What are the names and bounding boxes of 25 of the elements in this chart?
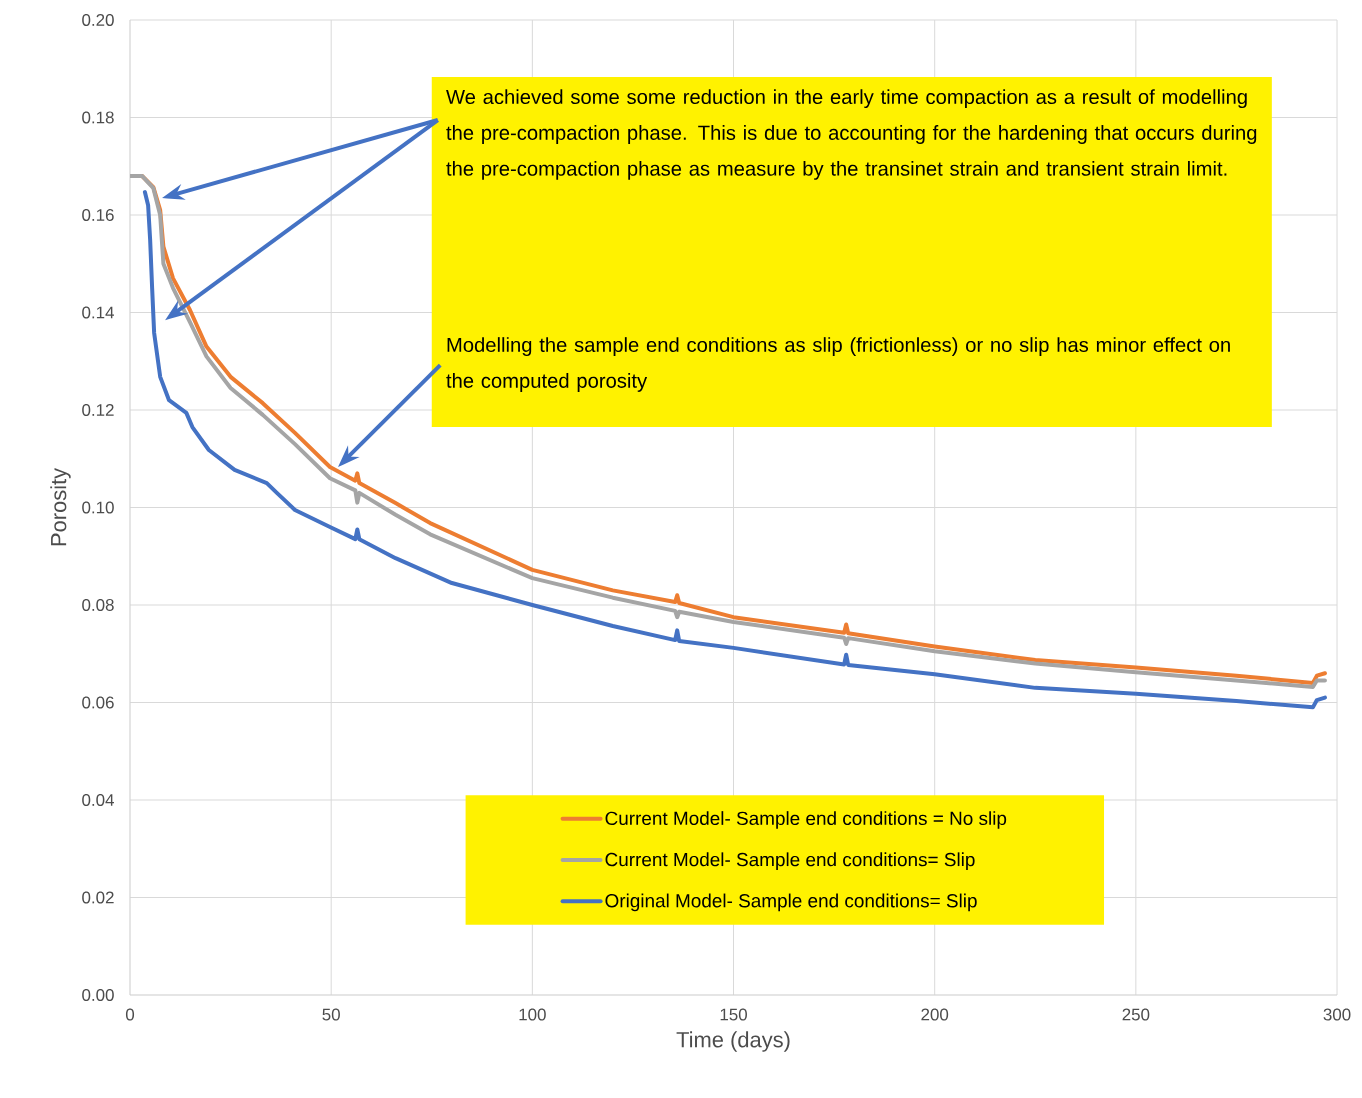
annotation: Modelling the sample end conditions as slip (frictionless) or no slip has minor effect on the computed porosity: [446, 337, 1230, 392]
y-tick-label: 0.18: [82, 111, 114, 124]
y-tick-label: 0.10: [82, 501, 114, 514]
y-tick-label: 0.02: [82, 891, 114, 904]
y-tick-label: 0.00: [82, 989, 114, 1001]
y-tick-label: 0.14: [82, 306, 114, 319]
x-tick-label: 100: [519, 1008, 546, 1021]
y-tick-label: 0.06: [82, 696, 114, 709]
legend-label: Current Model- Sample end conditions = No slip: [605, 811, 1007, 829]
y-axis-title: Porosity: [50, 467, 71, 546]
y-tick-label: 0.16: [82, 208, 114, 221]
x-tick-label: 50: [322, 1008, 340, 1021]
legend-label: Current Model- Sample end conditions= Slip: [605, 852, 975, 870]
x-tick-label: 150: [720, 1008, 747, 1021]
y-tick-label: 0.08: [82, 598, 114, 611]
annotation: We achieved some some reduction in the early time compaction as a result of modelling the pre-compaction phase. This is due to accounting for the hardening that occurs during the pre-compaction phase as measure by the transinet strain and transient strain limit.: [446, 89, 1257, 180]
y-tick-label: 0.12: [82, 403, 114, 416]
legend-label: Original Model- Sample end conditions= Slip: [605, 893, 977, 912]
x-tick-label: 250: [1122, 1008, 1150, 1021]
x-tick-label: 300: [1323, 1008, 1351, 1021]
x-tick-label: 0: [125, 1008, 135, 1021]
y-tick-label: 0.20: [82, 13, 114, 26]
y-tick-label: 0.04: [82, 794, 114, 806]
x-tick-label: 200: [921, 1008, 949, 1021]
x-axis-title: Time (days): [676, 1031, 790, 1052]
